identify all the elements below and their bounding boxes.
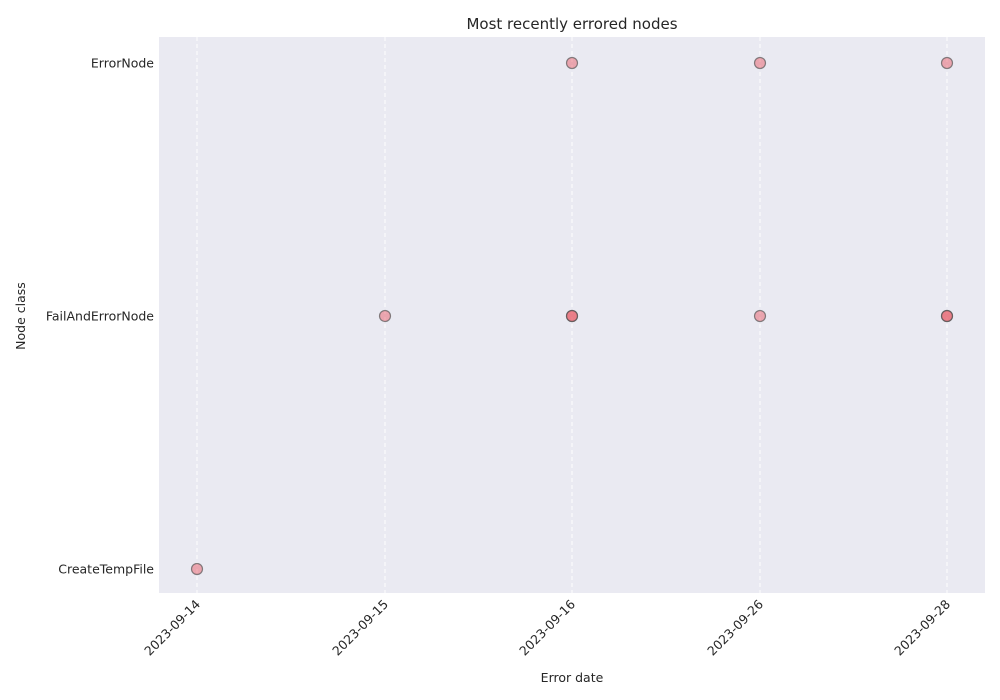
y-tick-labels: CreateTempFile FailAndErrorNode ErrorNode: [46, 56, 154, 577]
y-tick-label: ErrorNode: [91, 56, 154, 71]
x-tick-label: 2023-09-28: [891, 596, 953, 658]
data-point: [940, 56, 954, 70]
x-tick-label: 2023-09-26: [704, 596, 766, 658]
data-point: [753, 56, 767, 70]
y-axis-label: Node class: [13, 282, 28, 350]
x-tick-label: 2023-09-14: [141, 596, 203, 658]
data-point: [190, 562, 204, 576]
data-point: [753, 309, 767, 323]
x-tick-label: 2023-09-15: [329, 597, 391, 659]
x-tick-label: 2023-09-16: [516, 596, 578, 658]
data-point: [940, 309, 954, 323]
y-tick-label: CreateTempFile: [58, 562, 154, 577]
x-axis-label: Error date: [541, 670, 604, 685]
data-point: [565, 309, 579, 323]
point-layer: [190, 56, 954, 576]
y-tick-label: FailAndErrorNode: [46, 309, 154, 324]
data-point: [378, 309, 392, 323]
chart-title: Most recently errored nodes: [466, 15, 677, 33]
grid-layer: [196, 37, 948, 593]
x-tick-labels: 2023-09-14 2023-09-15 2023-09-16 2023-09-26…: [141, 596, 953, 658]
data-point: [565, 56, 579, 70]
